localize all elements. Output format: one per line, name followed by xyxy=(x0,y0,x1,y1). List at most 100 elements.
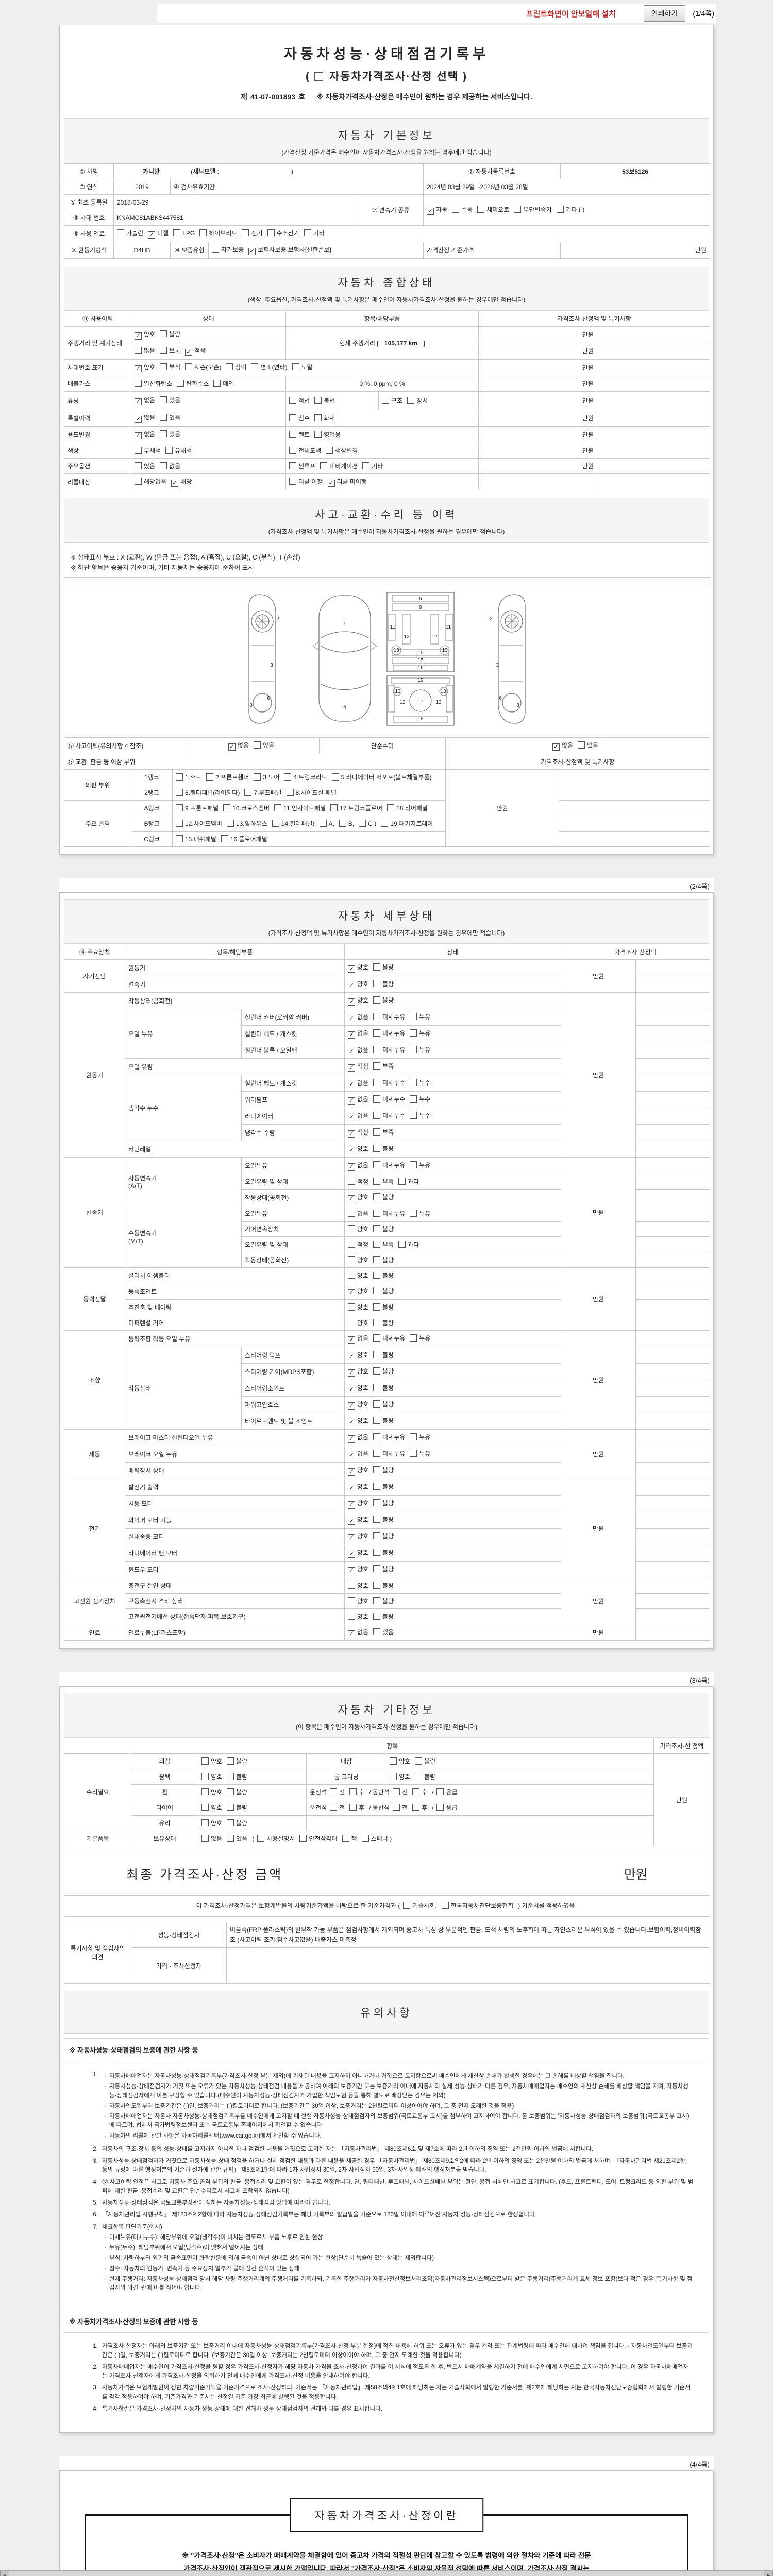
checked-checkbox[interactable]: ✓ xyxy=(348,981,356,989)
checkbox-option[interactable]: 13.휠하우스 xyxy=(226,819,267,828)
checkbox[interactable] xyxy=(390,1772,397,1780)
checked-checkbox[interactable]: ✓ xyxy=(228,742,236,751)
checkbox-option[interactable]: 불량 xyxy=(373,1482,394,1491)
checkbox-option[interactable]: 전 xyxy=(330,1803,345,1812)
checkbox[interactable] xyxy=(314,414,322,421)
checkbox-option[interactable]: 미세누수 xyxy=(373,1078,405,1087)
checkbox[interactable] xyxy=(373,1628,381,1635)
checkbox[interactable] xyxy=(373,1209,381,1217)
checkbox[interactable] xyxy=(173,229,181,236)
checkbox[interactable] xyxy=(349,1803,357,1811)
checkbox[interactable] xyxy=(330,804,338,811)
checkbox-option[interactable]: 누유 xyxy=(410,1161,430,1170)
checkbox[interactable] xyxy=(373,963,381,971)
checkbox-option[interactable]: ✓ 양호 xyxy=(348,1145,369,1154)
checkbox-option[interactable]: 기타 xyxy=(304,229,325,238)
checkbox[interactable] xyxy=(373,1565,381,1572)
install-notice-link[interactable]: 프린트화면이 안보일때 설치 xyxy=(526,9,616,19)
checkbox-option[interactable]: ✓ 적정 xyxy=(348,1128,369,1138)
horizontal-scrollbar[interactable] xyxy=(0,2570,773,2576)
checkbox-option[interactable]: 양호 xyxy=(348,1271,368,1280)
checkbox-option[interactable]: 양호 xyxy=(390,1757,410,1766)
checkbox-option[interactable]: ✓ 없음 xyxy=(228,741,249,751)
checkbox-option[interactable]: 미세누유 xyxy=(373,1029,405,1038)
checkbox-option[interactable]: 후 xyxy=(349,1788,364,1797)
checkbox-option[interactable]: ✓ 양호 xyxy=(348,1565,369,1574)
checkbox-option[interactable]: 훼손(오손) xyxy=(185,363,221,371)
checkbox[interactable] xyxy=(160,462,167,469)
checkbox-option[interactable]: 보통 xyxy=(160,346,180,355)
checkbox-option[interactable]: 렌트 xyxy=(289,430,310,439)
checked-checkbox[interactable]: ✓ xyxy=(171,479,179,487)
checkbox-option[interactable]: 2.프론트휀더 xyxy=(206,773,249,782)
checkbox-option[interactable]: 없음 xyxy=(348,1209,368,1218)
checkbox-option[interactable]: 부식 xyxy=(160,363,180,371)
checkbox-option[interactable]: 17.트렁크플로어 xyxy=(330,804,382,812)
checkbox-option[interactable]: 장치 xyxy=(407,396,428,405)
checkbox-option[interactable]: 일산화탄소 xyxy=(135,379,172,388)
checkbox-option[interactable]: 침수 xyxy=(289,414,310,422)
checked-checkbox[interactable]: ✓ xyxy=(348,1484,356,1492)
checkbox-option[interactable]: 스패너 ) xyxy=(361,1834,392,1843)
checkbox-option[interactable]: 누수 xyxy=(410,1095,430,1104)
checkbox-option[interactable]: 5.라디에이터 서포트(볼트체결부품) xyxy=(331,773,432,782)
checkbox[interactable] xyxy=(410,1433,417,1440)
checked-checkbox[interactable]: ✓ xyxy=(148,231,156,239)
checkbox-option[interactable]: ✓ 없음 xyxy=(348,1079,369,1088)
checkbox[interactable] xyxy=(412,1803,420,1811)
checkbox-option[interactable]: 불량 xyxy=(373,1466,394,1475)
checkbox-option[interactable]: B, xyxy=(339,819,354,827)
checked-checkbox[interactable]: ✓ xyxy=(348,1418,356,1426)
checkbox-option[interactable]: ✓ 양호 xyxy=(348,963,369,973)
checked-checkbox[interactable]: ✓ xyxy=(348,1113,356,1121)
checked-checkbox[interactable]: ✓ xyxy=(427,207,434,215)
checkbox[interactable] xyxy=(381,819,389,827)
checkbox[interactable] xyxy=(117,229,124,236)
checkbox-option[interactable]: 3.도어 xyxy=(254,773,279,782)
price-select-checkbox[interactable] xyxy=(314,72,323,81)
checkbox[interactable] xyxy=(373,1045,381,1053)
checkbox-option[interactable]: ✓ 없음 xyxy=(348,1433,369,1443)
checkbox[interactable] xyxy=(199,229,207,236)
checkbox-option[interactable]: 불량 xyxy=(373,1318,394,1327)
checkbox[interactable] xyxy=(160,363,167,370)
checkbox[interactable] xyxy=(330,1788,338,1795)
checked-checkbox[interactable]: ✓ xyxy=(348,997,356,1006)
checkbox[interactable] xyxy=(185,363,193,370)
checkbox[interactable] xyxy=(398,1177,406,1185)
checkbox-option[interactable]: 부족 xyxy=(373,1240,394,1249)
checkbox-option[interactable]: 하이브리드 xyxy=(199,229,237,238)
checkbox-option[interactable]: 도말 xyxy=(292,363,313,371)
checkbox-option[interactable]: ✓ 없음 xyxy=(348,1334,369,1344)
checkbox-option[interactable]: 불량 xyxy=(227,1757,247,1766)
checkbox[interactable] xyxy=(373,1383,381,1391)
checkbox[interactable] xyxy=(361,1834,369,1842)
checkbox[interactable] xyxy=(244,788,252,796)
checkbox-option[interactable]: ✓ 적음 xyxy=(185,347,206,356)
checkbox[interactable] xyxy=(223,804,231,811)
checkbox[interactable] xyxy=(176,788,183,796)
checkbox-option[interactable]: 불량 xyxy=(373,1144,394,1153)
checkbox[interactable] xyxy=(331,773,339,781)
checkbox-option[interactable]: 불량 xyxy=(373,1416,394,1425)
checkbox-option[interactable]: 불량 xyxy=(373,1612,394,1621)
checkbox-option[interactable]: 10.크로스멤버 xyxy=(223,804,270,812)
checkbox[interactable] xyxy=(410,1045,417,1053)
checkbox-option[interactable]: ✓ 양호 xyxy=(348,980,369,989)
checkbox-option[interactable]: ✓ 양호 xyxy=(348,1400,369,1410)
checkbox-option[interactable]: 누수 xyxy=(410,1078,430,1087)
checkbox-option[interactable]: ✓ 양호 xyxy=(348,1549,369,1558)
checkbox[interactable] xyxy=(339,819,346,827)
checkbox-option[interactable]: ✓ 보험사보증 보험사[신한손보] xyxy=(248,246,331,255)
checkbox[interactable] xyxy=(292,363,299,370)
checkbox-option[interactable]: ✓ 양호 xyxy=(348,1193,369,1202)
checkbox[interactable] xyxy=(206,773,214,781)
checkbox[interactable] xyxy=(227,1772,234,1780)
checkbox-option[interactable]: ✓ 양호 xyxy=(135,331,156,340)
checkbox[interactable] xyxy=(373,1078,381,1086)
checkbox-option[interactable]: 한국자동차진단보증협회 xyxy=(441,1901,513,1911)
checkbox[interactable] xyxy=(373,1012,381,1020)
checkbox-option[interactable]: 미세누수 xyxy=(373,1095,405,1104)
checkbox[interactable] xyxy=(373,1597,381,1604)
checked-checkbox[interactable]: ✓ xyxy=(348,1401,356,1410)
